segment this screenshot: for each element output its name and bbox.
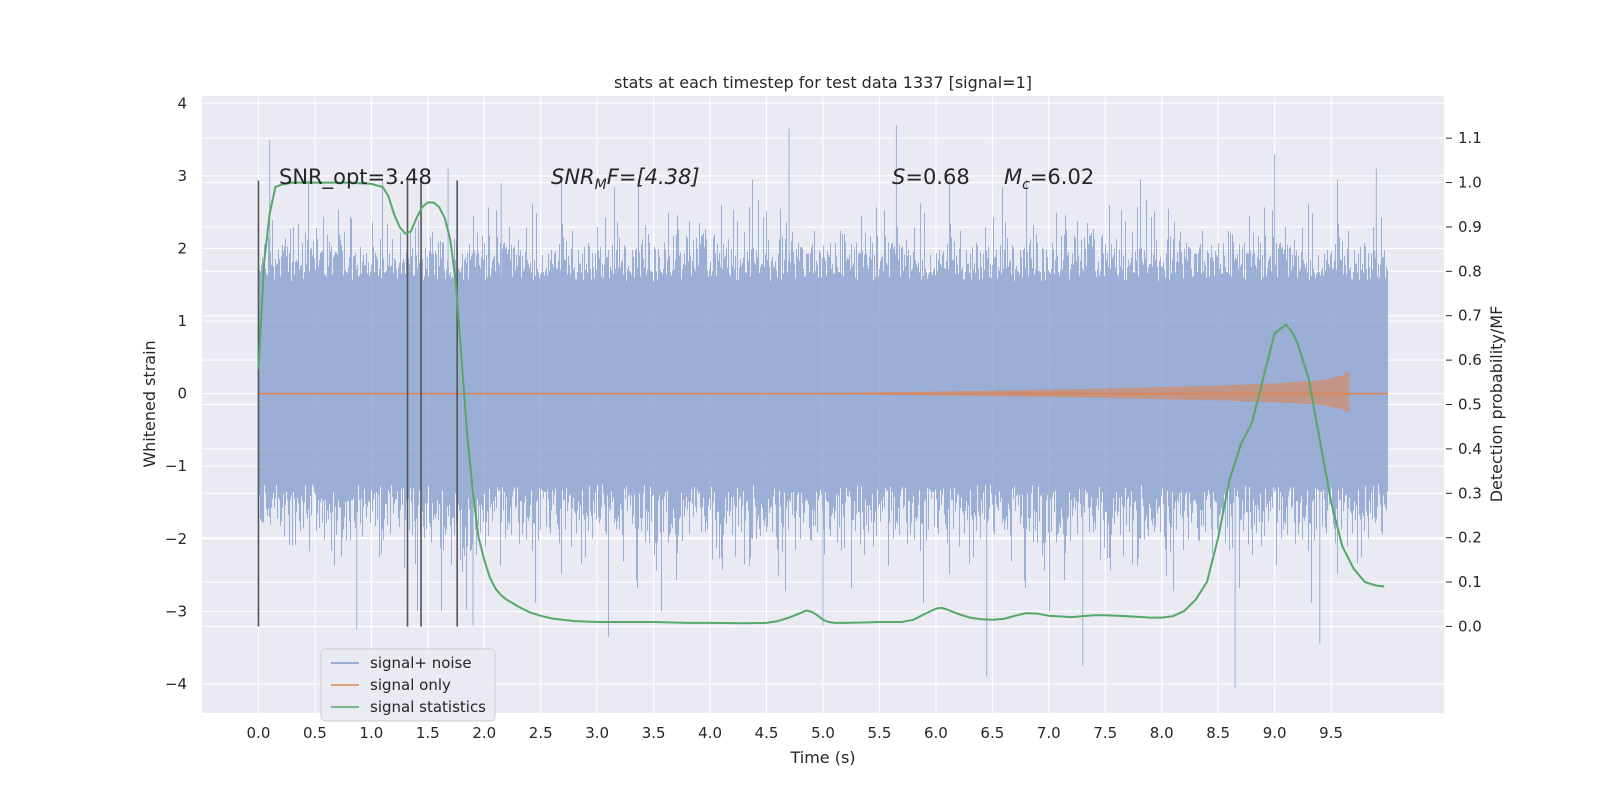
legend-box xyxy=(320,648,496,722)
y-right-axis-label: Detection probability/MF xyxy=(1487,306,1506,503)
y-right-tick-label: 0.0 xyxy=(1458,617,1482,635)
legend-label-signal-only: signal only xyxy=(370,676,451,694)
y-tick-label: 1 xyxy=(177,312,187,330)
legend-label-noise: signal+ noise xyxy=(370,654,472,672)
y-right-tick-label: 0.4 xyxy=(1458,440,1482,458)
y-right-tick-label: 0.8 xyxy=(1458,262,1482,280)
y-tick-label: 0 xyxy=(177,385,187,403)
x-tick-label: 9.5 xyxy=(1319,724,1343,742)
y-tick-label: 4 xyxy=(177,94,187,112)
x-axis-ticks: 0.0 0.5 1.0 1.5 2.0 2.5 3.0 3.5 4.0 4.5 5.0 5.5 6.0 6… xyxy=(247,724,1343,742)
y-tick-label: −2 xyxy=(165,530,187,548)
annotation-snr-mf-main: SNR xyxy=(551,165,595,189)
x-tick-label: 9.0 xyxy=(1263,724,1287,742)
y-axis-ticks: 4 3 2 1 0 −1 −2 −3 −4 xyxy=(165,94,187,693)
x-tick-label: 6.0 xyxy=(924,724,948,742)
annotation-s-rest: =0.68 xyxy=(905,165,969,189)
annotation-snr-mf-rest: F=[4.38] xyxy=(607,165,700,189)
signal-only-series xyxy=(258,370,1388,414)
x-tick-label: 2.0 xyxy=(472,724,496,742)
x-tick-label: 7.0 xyxy=(1037,724,1061,742)
y-right-axis-ticks: 0.0 0.1 0.2 0.3 0.4 0.5 0.6 0.7 0.8 0.9 1.0 1.1 xyxy=(1446,129,1482,635)
annotation-mc: Mc=6.02 xyxy=(1004,165,1094,193)
y-right-tick-label: 0.7 xyxy=(1458,307,1482,325)
annotation-s-main: S xyxy=(892,165,905,189)
y-right-tick-label: 0.6 xyxy=(1458,351,1482,369)
annotation-mc-main: M xyxy=(1004,165,1022,189)
x-tick-label: 6.5 xyxy=(980,724,1004,742)
annotation-snr-mf: SNRMF=[4.38] xyxy=(551,165,700,193)
x-tick-label: 7.5 xyxy=(1093,724,1117,742)
annotation-s: S=0.68 xyxy=(892,165,970,189)
y-right-tick-label: 0.9 xyxy=(1458,218,1482,236)
x-tick-label: 5.0 xyxy=(811,724,835,742)
annotation-mc-sub: c xyxy=(1022,177,1030,193)
x-tick-label: 2.5 xyxy=(529,724,553,742)
signal-statistics-series xyxy=(257,181,1385,625)
annotation-snr-mf-sub: M xyxy=(595,177,607,193)
y-tick-label: 3 xyxy=(177,167,187,185)
y-right-tick-label: 1.1 xyxy=(1458,129,1482,147)
annotation-snr-opt: SNR_opt=3.48 xyxy=(279,165,432,190)
y-tick-label: −3 xyxy=(165,602,187,620)
x-tick-label: 1.5 xyxy=(416,724,440,742)
y-tick-label: −1 xyxy=(165,457,187,475)
x-tick-label: 5.5 xyxy=(868,724,892,742)
y-right-tick-label: 0.5 xyxy=(1458,396,1482,414)
signal-statistics-line xyxy=(257,181,1385,625)
y-right-tick-label: 0.1 xyxy=(1458,573,1482,591)
y-right-tick-label: 1.0 xyxy=(1458,174,1482,192)
x-tick-label: 1.0 xyxy=(359,724,383,742)
y-right-tick-label: 0.3 xyxy=(1458,484,1482,502)
vertical-markers xyxy=(257,180,458,627)
y-tick-label: −4 xyxy=(165,675,187,693)
annotation-mc-rest: =6.02 xyxy=(1030,165,1094,189)
x-tick-label: 0.0 xyxy=(247,724,271,742)
x-tick-label: 4.0 xyxy=(698,724,722,742)
x-tick-label: 3.0 xyxy=(585,724,609,742)
legend-label-statistics: signal statistics xyxy=(370,698,486,716)
y-tick-label: 2 xyxy=(177,239,187,257)
x-tick-label: 8.0 xyxy=(1150,724,1174,742)
legend: signal+ noise signal only signal statist… xyxy=(320,648,496,722)
signal-only-envelope xyxy=(258,370,1350,414)
y-axis-label: Whitened strain xyxy=(140,340,159,467)
x-axis-label: Time (s) xyxy=(789,748,855,767)
x-tick-label: 0.5 xyxy=(303,724,327,742)
x-tick-label: 8.5 xyxy=(1206,724,1230,742)
y-right-tick-label: 0.2 xyxy=(1458,529,1482,547)
x-tick-label: 4.5 xyxy=(755,724,779,742)
chart-title: stats at each timestep for test data 133… xyxy=(614,73,1032,92)
x-tick-label: 3.5 xyxy=(642,724,666,742)
